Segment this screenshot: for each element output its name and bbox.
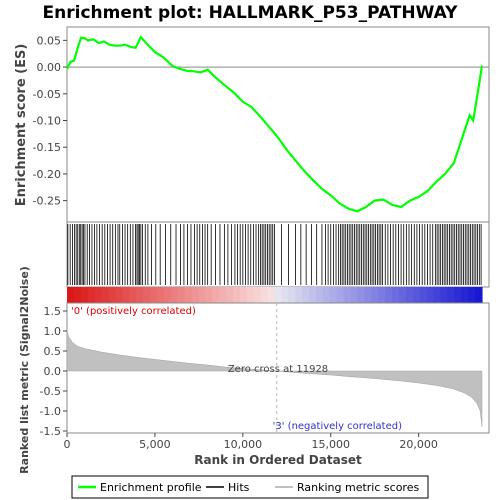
es-panel: 0.05 0.00 -0.05 -0.10 -0.15 -0.20 -0.25 Enrich… [14, 26, 490, 223]
x-tick-label: 10,000 [224, 438, 263, 451]
heat-bar-segment [184, 287, 193, 303]
heat-bar-segment [295, 287, 303, 303]
heat-bar-segment [309, 287, 317, 303]
heat-bar-segment [385, 287, 393, 303]
heat-bar-segment [226, 287, 234, 303]
metric-ytick-label: 1.5 [44, 305, 62, 318]
heat-bar-segment [122, 287, 130, 303]
heat-bar-segment [267, 287, 276, 303]
heat-bar-segment [239, 287, 248, 303]
heat-bar-segment [433, 287, 442, 303]
heat-bar-segment [440, 287, 448, 303]
heat-bar-segment [322, 287, 331, 303]
heat-bar-segment [405, 287, 414, 303]
es-ytick-label: 0.05 [37, 34, 62, 47]
es-ytick-label: -0.25 [33, 195, 61, 208]
heat-bar-segment [143, 287, 151, 303]
heat-bar-segment [475, 287, 483, 303]
heat-bar-segment [392, 287, 400, 303]
heat-bar-segment [219, 287, 227, 303]
heat-bar-segment [454, 287, 462, 303]
positive-correlation-label: '0' (positively correlated) [71, 306, 196, 317]
heat-bar-segment [315, 287, 324, 303]
x-axis-label: Rank in Ordered Dataset [194, 453, 362, 467]
heat-bar-segment [371, 287, 379, 303]
heat-bar-segment [170, 287, 179, 303]
heat-bar-segment [73, 287, 82, 303]
metric-ytick-label: 0.0 [44, 365, 62, 378]
heat-bar-segment [205, 287, 213, 303]
heat-bar-segment [101, 287, 110, 303]
es-ytick-label: -0.15 [33, 141, 61, 154]
legend-metric-label: Ranking metric scores [297, 481, 419, 494]
heat-bar-segment [115, 287, 123, 303]
es-ytick-label: -0.05 [33, 88, 61, 101]
negative-correlation-label: '3' (negatively correlated) [273, 421, 402, 432]
heat-bar-segment [177, 287, 186, 303]
heat-bar-segment [357, 287, 365, 303]
heat-bar-segment [468, 287, 476, 303]
heat-bar-segment [253, 287, 262, 303]
heat-bar-segment [212, 287, 220, 303]
es-ytick-label: -0.10 [33, 114, 61, 127]
heat-bar-segment [94, 287, 103, 303]
metric-ytick-label: 1.0 [44, 325, 62, 338]
x-tick-label: 0 [64, 438, 71, 451]
heat-bar-segment [302, 287, 310, 303]
heat-bar-segment [129, 287, 137, 303]
heat-bar-segment [398, 287, 407, 303]
es-y-axis-label: Enrichment score (ES) [14, 44, 29, 207]
heat-bar-segment [156, 287, 165, 303]
heat-bar-segment [67, 287, 75, 303]
x-tick-label: 5,000 [139, 438, 171, 451]
x-tick-label: 15,000 [312, 438, 351, 451]
zero-cross-label: Zero cross at 11928 [228, 364, 328, 375]
heat-bar-segment [461, 287, 469, 303]
heat-bar-segment [80, 287, 89, 303]
hits-panel [66, 221, 490, 303]
metric-y-axis-label: Ranked list metric (Signal2Noise) [18, 266, 31, 474]
heat-bar-segment [163, 287, 172, 303]
ranking-metric-area [66, 330, 483, 428]
metric-ytick-label: -1.5 [40, 425, 61, 438]
heat-bar-segment [274, 287, 282, 303]
heat-bar-segment [329, 287, 338, 303]
metric-ytick-label: 0.5 [44, 345, 62, 358]
heat-bar-segment [191, 287, 200, 303]
heat-bar-segment [364, 287, 372, 303]
heat-bar-segment [246, 287, 255, 303]
heat-bar-segment [343, 287, 352, 303]
x-tick-label: 20,000 [399, 438, 438, 451]
heat-bar-segment [198, 287, 206, 303]
heat-bar-segment [232, 287, 241, 303]
heat-bar-segment [412, 287, 421, 303]
heat-bar-segment [136, 287, 144, 303]
es-panel-frame [66, 26, 490, 223]
heat-bar-segment [447, 287, 455, 303]
heat-bar-segment [350, 287, 359, 303]
heat-bar-segment [426, 287, 435, 303]
heat-bar-segment [108, 287, 117, 303]
heat-bar-segment [419, 287, 428, 303]
heat-bar-segment [281, 287, 289, 303]
heat-bar-segment [288, 287, 296, 303]
legend-enrichment-label: Enrichment profile [100, 481, 202, 494]
heat-bar-segment [260, 287, 269, 303]
metric-panel: 1.5 1.0 0.5 0.0 -0.5 -1.0 -1.5 '0' (positively… [18, 266, 490, 474]
legend-frame [71, 475, 429, 499]
metric-ytick-label: -1.0 [40, 405, 61, 418]
es-ytick-label: -0.20 [33, 168, 61, 181]
legend: Enrichment profile Hits Ranking metric s… [71, 475, 429, 499]
chart-title: Enrichment plot: HALLMARK_P53_PATHWAY [43, 3, 459, 23]
heat-bar-segment [378, 287, 386, 303]
metric-ytick-label: -0.5 [40, 385, 61, 398]
heat-bar-segment [87, 287, 96, 303]
es-ytick-label: 0.00 [37, 61, 62, 74]
heat-bar-segment [149, 287, 158, 303]
heat-bar-segment [336, 287, 345, 303]
enrichment-profile-line [66, 35, 484, 213]
legend-hits-label: Hits [228, 481, 250, 494]
